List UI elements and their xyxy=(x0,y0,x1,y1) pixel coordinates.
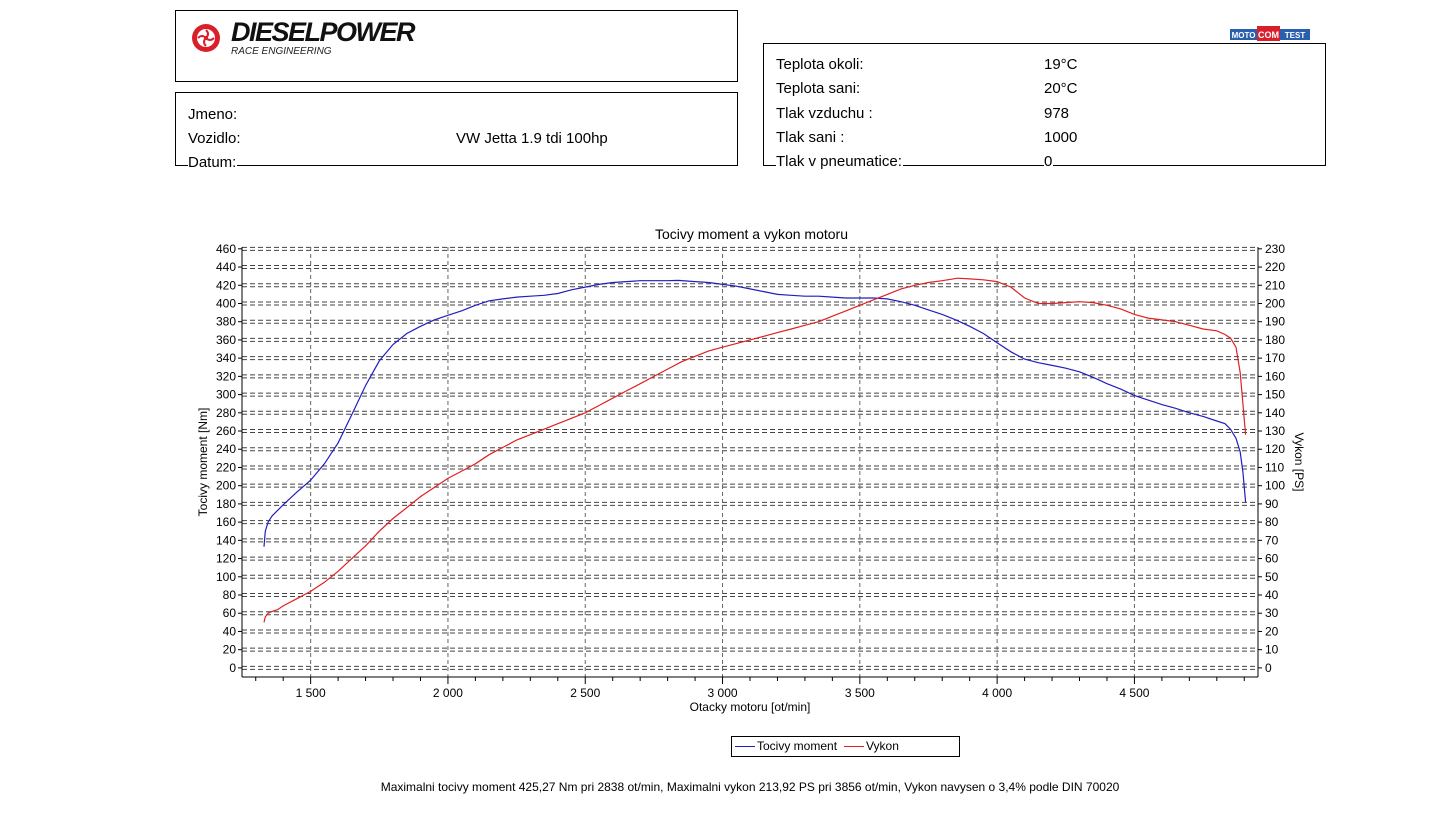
y-left-tick-label: 300 xyxy=(216,388,236,402)
legend-power-label: Vykon xyxy=(866,739,899,753)
y-left-tick-label: 20 xyxy=(223,643,237,657)
vehicle-label: Vozidlo: xyxy=(188,130,242,147)
y-left-tick-label: 320 xyxy=(216,369,236,383)
y-left-tick-label: 340 xyxy=(216,351,236,365)
y-right-tick-label: 70 xyxy=(1265,533,1279,547)
legend: Tocivy moment Vykon xyxy=(731,736,960,757)
y-right-tick-label: 80 xyxy=(1265,515,1279,529)
condition-label: Teplota sani: xyxy=(776,80,862,97)
condition-value: 20°C xyxy=(1044,80,1079,97)
vehicle-panel: Jmeno: Vozidlo: VW Jetta 1.9 tdi 100hp D… xyxy=(175,92,738,171)
x-tick-label: 4 000 xyxy=(982,686,1012,700)
y-right-tick-label: 150 xyxy=(1265,388,1285,402)
condition-value: 0 xyxy=(1044,153,1054,170)
y-right-tick-label: 60 xyxy=(1265,552,1279,566)
y-left-tick-label: 440 xyxy=(216,260,236,274)
summary-footer: Maximalni tocivy moment 425,27 Nm pri 28… xyxy=(380,780,1120,794)
y-left-tick-label: 400 xyxy=(216,296,236,310)
y-right-tick-label: 190 xyxy=(1265,315,1285,329)
condition-value: 1000 xyxy=(1044,129,1079,146)
torque-series-line xyxy=(263,279,1247,547)
y-right-tick-label: 130 xyxy=(1265,424,1285,438)
x-tick-label: 3 000 xyxy=(708,686,738,700)
y-right-tick-label: 20 xyxy=(1265,624,1279,638)
y-right-tick-label: 220 xyxy=(1265,260,1285,274)
condition-value: 19°C xyxy=(1044,56,1079,73)
brand-name: DIESELPOWER xyxy=(231,17,416,47)
y-right-tick-label: 110 xyxy=(1265,460,1284,474)
y-left-tick-label: 80 xyxy=(223,588,237,602)
x-tick-label: 2 500 xyxy=(570,686,600,700)
y-right-tick-label: 30 xyxy=(1265,606,1279,620)
y-left-tick-label: 200 xyxy=(216,479,236,493)
y-left-tick-label: 260 xyxy=(216,424,236,438)
y-right-tick-label: 160 xyxy=(1265,369,1285,383)
condition-value: 978 xyxy=(1044,105,1071,122)
condition-label: Teplota okoli: xyxy=(776,56,865,73)
y-left-tick-label: 240 xyxy=(216,442,236,456)
legend-torque-label: Tocivy moment xyxy=(757,739,838,753)
y-left-tick-label: 40 xyxy=(223,624,237,638)
legend-power-swatch xyxy=(844,746,864,747)
y-right-tick-label: 140 xyxy=(1265,406,1285,420)
y-left-tick-label: 60 xyxy=(223,606,237,620)
y-left-tick-label: 360 xyxy=(216,333,236,347)
power-series-line xyxy=(263,277,1247,623)
y-left-tick-label: 140 xyxy=(216,533,236,547)
legend-torque-swatch xyxy=(735,746,755,747)
y-right-tick-label: 120 xyxy=(1265,442,1285,456)
y-right-tick-label: 0 xyxy=(1265,661,1272,675)
y-right-tick-label: 50 xyxy=(1265,570,1279,584)
chart-title: Tocivy moment a vykon motoru xyxy=(655,226,848,242)
badge-right-text: TEST xyxy=(1285,31,1306,40)
y-left-tick-label: 120 xyxy=(216,552,236,566)
condition-label: Tlak v pneumatice: xyxy=(776,153,903,170)
vehicle-value: VW Jetta 1.9 tdi 100hp xyxy=(456,130,609,147)
x-tick-label: 1 500 xyxy=(296,686,326,700)
date-label: Datum: xyxy=(188,154,238,171)
turbo-logo-icon xyxy=(192,24,220,52)
y-left-tick-label: 160 xyxy=(216,515,236,529)
y-left-tick-label: 100 xyxy=(216,570,236,584)
badge-left-text: MOTO xyxy=(1232,31,1256,40)
chart: 0204060801001201401601802002202402602803… xyxy=(196,242,1306,714)
y-left-tick-label: 220 xyxy=(216,460,236,474)
y-right-tick-label: 200 xyxy=(1265,296,1285,310)
brand-subtitle: RACE ENGINEERING xyxy=(231,46,332,57)
condition-label: Tlak vzduchu : xyxy=(776,105,874,122)
y-left-tick-label: 280 xyxy=(216,406,236,420)
motocomtest-logo: MOTO COM TEST xyxy=(1230,26,1310,41)
y-right-tick-label: 170 xyxy=(1265,351,1285,365)
y-axis-left-label: Tocivy moment [Nm] xyxy=(196,408,210,517)
y-axis-right-label: Vykon [PS] xyxy=(1292,433,1306,492)
y-right-tick-label: 180 xyxy=(1265,333,1285,347)
condition-label: Tlak sani : xyxy=(776,129,846,146)
y-left-tick-label: 180 xyxy=(216,497,236,511)
y-right-tick-label: 90 xyxy=(1265,497,1279,511)
logo-panel: DIESELPOWER RACE ENGINEERING xyxy=(175,10,738,82)
x-axis-label: Otacky motoru [ot/min] xyxy=(690,700,811,714)
x-tick-label: 3 500 xyxy=(845,686,875,700)
y-left-tick-label: 420 xyxy=(216,278,236,292)
y-left-tick-label: 380 xyxy=(216,315,236,329)
y-right-tick-label: 100 xyxy=(1265,479,1285,493)
x-tick-label: 2 000 xyxy=(433,686,463,700)
y-right-tick-label: 10 xyxy=(1265,643,1279,657)
name-label: Jmeno: xyxy=(188,106,239,123)
y-right-tick-label: 230 xyxy=(1265,242,1285,256)
y-left-tick-label: 460 xyxy=(216,242,236,256)
conditions-panel: Teplota okoli: 19°C Teplota sani: 20°C T… xyxy=(763,43,1326,170)
badge-mid-text: COM xyxy=(1258,30,1279,40)
x-tick-label: 4 500 xyxy=(1119,686,1149,700)
y-left-tick-label: 0 xyxy=(229,661,236,675)
y-right-tick-label: 210 xyxy=(1265,278,1285,292)
y-right-tick-label: 40 xyxy=(1265,588,1279,602)
